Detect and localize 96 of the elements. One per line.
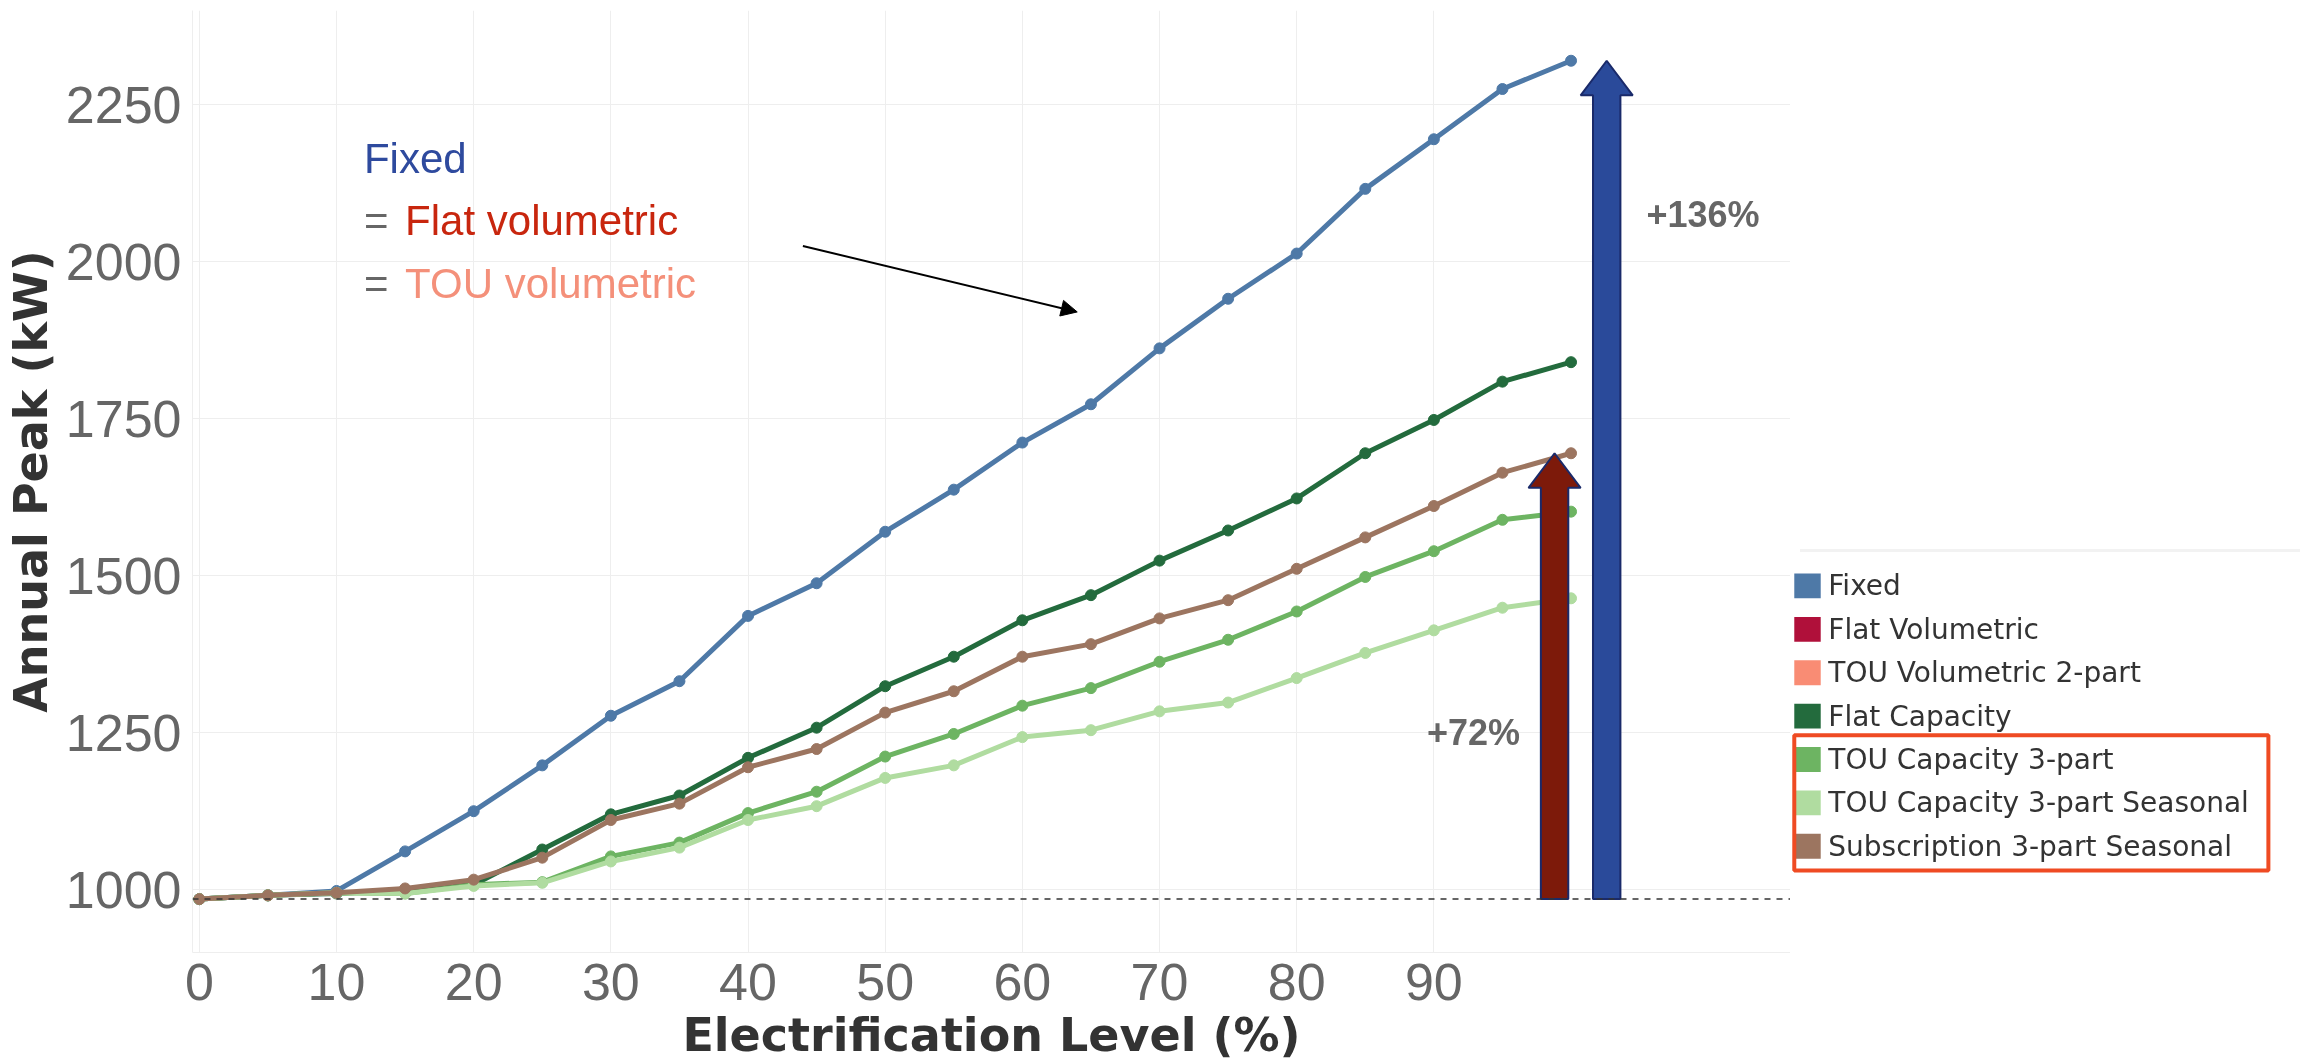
point [1427,500,1440,512]
y-tick-label: 1500 [65,546,182,605]
point [673,675,686,688]
y-tick-label: 1750 [65,389,182,448]
point [1222,696,1235,709]
point [1153,705,1166,718]
point [742,609,755,622]
legend-label: Fixed [1828,569,1901,603]
point [947,483,960,496]
point [1016,731,1029,744]
x-tick-label: 90 [1404,952,1463,1011]
point [536,851,549,864]
point [742,761,755,774]
point [1427,413,1440,426]
point [1290,492,1303,505]
x-tick-label: 10 [307,952,366,1011]
point [1427,133,1440,146]
point [1222,594,1235,607]
point [1222,633,1235,646]
point [1084,682,1097,695]
point [1153,554,1166,567]
point [1153,655,1166,668]
point [673,841,686,854]
annotation: Fixed [363,134,467,182]
point [604,814,617,826]
point [1496,601,1509,614]
point [1496,513,1509,526]
point [1565,356,1578,369]
point [1359,570,1372,583]
point [879,706,892,719]
x-tick-label: 30 [581,952,640,1011]
point [810,743,823,756]
point [399,845,412,858]
point [1290,605,1303,618]
point [1290,562,1303,575]
point [879,525,892,538]
point [467,805,480,818]
legend-label: Subscription 3-part Seasonal [1828,829,2232,863]
point [810,785,823,798]
legend-label: Flat Volumetric [1828,612,2040,646]
point [536,759,549,772]
point [1084,589,1097,602]
annotation: +72% [1427,712,1521,754]
y-tick-label: 1250 [65,703,182,762]
y-tick-label: 1000 [65,860,182,919]
point [1153,612,1166,625]
legend-label: TOU Volumetric 2-part [1827,656,2141,690]
point [1016,614,1029,627]
point [1153,342,1166,355]
y-axis-title: Annual Peak (kW) [3,250,58,713]
point [947,650,960,663]
point [1016,699,1029,712]
point [1084,638,1097,651]
legend-label: TOU Capacity 3-part [1827,743,2114,776]
point [1496,466,1509,479]
annotation: +136% [1646,194,1760,236]
point [604,709,617,722]
point [810,577,823,590]
annotation: = Flat volumetric [363,197,679,245]
point [1016,650,1029,663]
point [1427,624,1440,637]
point [1222,292,1235,305]
point [1084,398,1097,411]
point [879,680,892,693]
point [1427,545,1440,558]
legend-label: TOU Capacity 3-part Seasonal [1827,786,2249,820]
point [1565,54,1578,67]
point [1496,83,1509,95]
point [467,873,480,886]
point [1359,182,1372,195]
point [1016,436,1029,449]
point [1084,724,1097,737]
point [810,800,823,813]
point [947,685,960,698]
point [1565,447,1578,460]
point [1290,247,1303,260]
point [1496,375,1509,388]
legend-label: Flat Capacity [1828,699,2012,733]
point [879,771,892,784]
point [947,759,960,772]
y-tick-label: 2250 [65,75,182,134]
point [947,727,960,740]
point [1359,646,1372,659]
annotation: = TOU volumetric [363,260,697,308]
point [604,855,617,868]
point [1359,531,1372,544]
point [742,814,755,826]
point [673,797,686,810]
point [879,750,892,763]
point [1222,524,1235,537]
point [1290,672,1303,685]
point [1359,447,1372,460]
x-tick-label: 20 [444,952,503,1011]
y-tick-label: 2000 [65,232,182,291]
point [810,721,823,734]
x-tick-label: 0 [184,952,214,1011]
